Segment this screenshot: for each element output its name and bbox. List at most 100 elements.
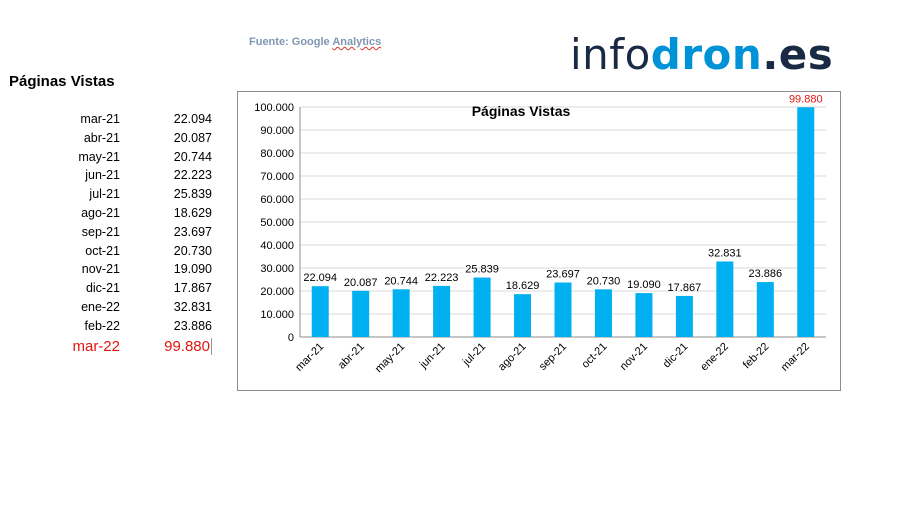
data-label: 20.730 [587, 275, 621, 287]
data-label: 20.087 [344, 277, 378, 289]
x-tick-label: abr-21 [336, 341, 367, 372]
bar [554, 282, 572, 337]
table-row: ene-22 32.831 [60, 300, 220, 319]
bar [392, 289, 410, 337]
table-value: 23.886 [173, 318, 212, 333]
table-row: mar-22 99.880 [60, 337, 220, 360]
logo-part-es: .es [762, 30, 834, 79]
table-row: nov-21 19.090 [60, 262, 220, 281]
bar [514, 294, 532, 337]
table-value: 22.223 [173, 168, 212, 183]
table-value: 23.697 [173, 224, 212, 239]
table-row: oct-21 20.730 [60, 244, 220, 263]
data-label: 18.629 [506, 280, 540, 292]
data-label: 32.831 [708, 247, 742, 259]
y-tick-label: 10.000 [260, 309, 294, 321]
table-month: nov-21 [81, 262, 120, 277]
table-month: jul-21 [89, 187, 120, 202]
table-value: 20.087 [173, 130, 212, 145]
x-tick-label: sep-21 [537, 341, 569, 373]
table-value: 22.094 [173, 112, 212, 126]
bar [352, 290, 370, 337]
bar [797, 107, 815, 337]
table-month: mar-21 [80, 112, 120, 126]
chart-title: Páginas Vistas [472, 103, 571, 119]
table-row: mar-21 22.094 [60, 112, 220, 131]
table-row: abr-21 20.087 [60, 131, 220, 150]
x-tick-label: jun-21 [417, 341, 448, 372]
source-prefix: Fuente: Google [249, 36, 333, 48]
y-tick-label: 40.000 [260, 240, 294, 252]
table-month: abr-21 [83, 130, 120, 145]
table-value: 25.839 [173, 187, 212, 202]
data-label: 20.744 [384, 275, 418, 287]
x-tick-label: may-21 [373, 341, 407, 375]
y-tick-label: 90.000 [260, 125, 294, 137]
y-tick-label: 100.000 [254, 102, 294, 114]
table-month: may-21 [78, 149, 120, 164]
bar [716, 261, 734, 337]
x-tick-label: ago-21 [496, 341, 529, 374]
bar [311, 286, 329, 337]
bar-chart: 0 10.000 20.000 30.000 40.000 50.000 60.000 70.… [254, 93, 826, 375]
table-row: ago-21 18.629 [60, 206, 220, 225]
y-tick-label: 30.000 [260, 263, 294, 275]
table-value: 17.867 [173, 281, 212, 296]
data-label: 23.697 [546, 268, 580, 280]
logo-part-dron: dron [650, 30, 763, 79]
table-value: 19.090 [173, 262, 212, 277]
table-row: jul-21 25.839 [60, 187, 220, 206]
table-row: dic-21 17.867 [60, 281, 220, 300]
table-row: feb-22 23.886 [60, 319, 220, 338]
source-note: Fuente: Google Analytics [249, 36, 381, 48]
table-month: dic-21 [85, 281, 120, 296]
x-tick-label: ene-22 [698, 341, 731, 374]
table-value: 18.629 [173, 205, 212, 220]
table-month: ene-22 [81, 299, 120, 314]
table-value: 20.744 [173, 149, 212, 164]
table-title: Páginas Vistas [9, 73, 115, 90]
bar [473, 277, 491, 337]
table-month: oct-21 [85, 243, 120, 258]
data-label: 99.880 [789, 93, 823, 105]
y-tick-label: 80.000 [260, 148, 294, 160]
table-row: may-21 20.744 [60, 150, 220, 169]
x-tick-label: feb-22 [741, 341, 772, 372]
table-value: 20.730 [173, 243, 212, 258]
table-row: sep-21 23.697 [60, 225, 220, 244]
table-month: ago-21 [81, 205, 120, 220]
data-label: 22.094 [303, 272, 337, 284]
source-name: Analytics [332, 36, 382, 48]
table-month: sep-21 [81, 224, 120, 239]
table-month: mar-22 [72, 337, 120, 355]
data-label: 17.867 [668, 282, 702, 294]
data-label: 25.839 [465, 264, 499, 276]
x-tick-label: mar-21 [293, 341, 326, 374]
x-tick-label: mar-22 [779, 341, 812, 374]
x-tick-label: nov-21 [618, 341, 650, 373]
data-label: 19.090 [627, 279, 661, 291]
table-value: 32.831 [173, 299, 212, 314]
bar [635, 293, 653, 337]
x-tick-label: oct-21 [579, 341, 609, 371]
data-label: 23.886 [748, 268, 782, 280]
logo-part-info: info [570, 30, 651, 79]
bar [675, 295, 693, 337]
y-tick-label: 20.000 [260, 286, 294, 298]
y-tick-label: 0 [288, 332, 294, 344]
table-month: feb-22 [84, 318, 120, 333]
bar [433, 285, 451, 337]
chart-container: 0 10.000 20.000 30.000 40.000 50.000 60.000 70.… [237, 91, 841, 391]
bar [594, 289, 612, 337]
bar [756, 282, 774, 337]
infodron-logo: infodron.es [570, 30, 833, 79]
x-tick-label: dic-21 [661, 341, 691, 371]
y-tick-label: 60.000 [260, 194, 294, 206]
table-value: 99.880 [164, 337, 212, 355]
data-table: mar-21 22.094 abr-21 20.087 may-21 20.744 jun-… [60, 112, 220, 360]
data-label: 22.223 [425, 272, 459, 284]
x-tick-label: jul-21 [460, 341, 488, 369]
y-tick-label: 50.000 [260, 217, 294, 229]
table-month: jun-21 [85, 168, 120, 183]
y-tick-label: 70.000 [260, 171, 294, 183]
